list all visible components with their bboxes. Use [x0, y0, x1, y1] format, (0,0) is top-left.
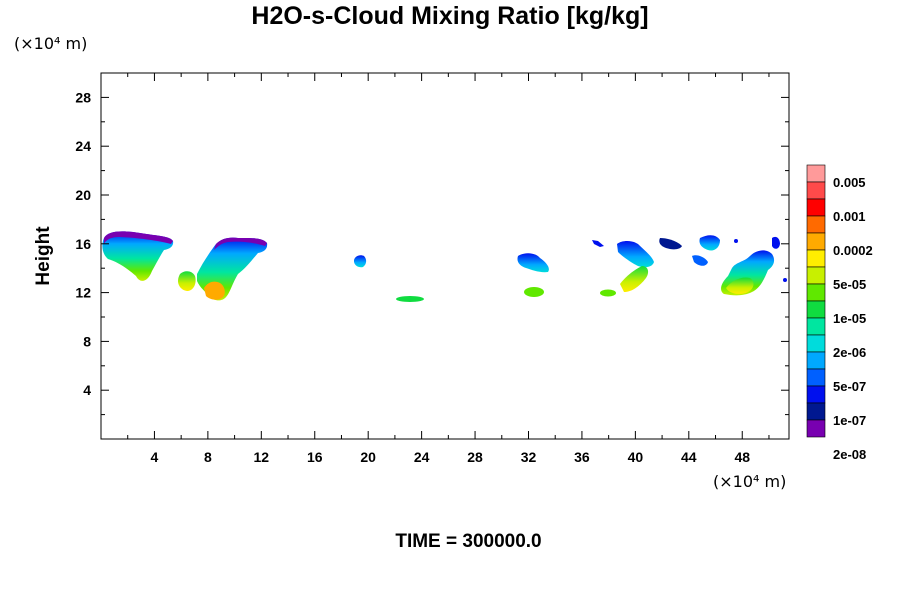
legend-swatch — [806, 249, 826, 268]
legend-label: 2e-08 — [833, 447, 866, 462]
cloud-region-1 — [102, 231, 174, 281]
color-legend: 0.005 0.001 0.0002 5e-05 1e-05 2e-06 5e-07 1e-0… — [806, 164, 873, 462]
legend-swatch — [806, 266, 826, 285]
y-tick-label: 8 — [83, 333, 91, 349]
legend-label: 1e-05 — [833, 311, 866, 326]
legend-label: 2e-06 — [833, 345, 866, 360]
x-tick-label: 40 — [628, 449, 644, 465]
legend-swatch — [806, 334, 826, 353]
legend-swatch — [806, 215, 826, 234]
plot-frame — [100, 72, 790, 440]
x-axis-ticks: 4 8 12 16 20 24 28 32 36 40 44 48 — [127, 73, 770, 465]
cloud-region-17 — [734, 239, 738, 243]
x-tick-label: 8 — [204, 449, 212, 465]
cloud-region-14 — [699, 235, 720, 251]
x-tick-label: 12 — [254, 449, 270, 465]
legend-swatch — [806, 232, 826, 251]
legend-label: 0.005 — [833, 175, 866, 190]
x-tick-label: 20 — [360, 449, 376, 465]
x-tick-label: 32 — [521, 449, 537, 465]
cloud-region-8 — [600, 289, 616, 297]
cloud-region-15-core — [726, 277, 754, 294]
cloud-region-16 — [772, 236, 780, 249]
cloud-region-4 — [354, 255, 367, 268]
cloud-region-1-outline — [104, 231, 173, 244]
x-tick-label: 36 — [574, 449, 590, 465]
x-tick-label: 16 — [307, 449, 323, 465]
y-tick-label: 24 — [75, 138, 91, 154]
cloud-field — [102, 231, 787, 302]
y-axis-ticks: 4 8 12 16 20 24 28 — [75, 89, 789, 416]
x-tick-label: 28 — [467, 449, 483, 465]
y-tick-label: 4 — [83, 382, 91, 398]
legend-swatch — [806, 181, 826, 200]
cloud-region-12 — [659, 238, 682, 250]
legend-label: 5e-07 — [833, 379, 866, 394]
cloud-region-9 — [592, 240, 604, 247]
cloud-region-18 — [783, 278, 787, 282]
legend-swatch — [806, 385, 826, 404]
legend-swatch — [806, 368, 826, 387]
cloud-region-5 — [396, 296, 424, 302]
cloud-region-10 — [617, 241, 654, 268]
cloud-region-6 — [517, 253, 549, 273]
y-axis-label: Height — [33, 226, 54, 286]
y-tick-label: 28 — [75, 89, 91, 105]
cloud-region-3-core — [204, 281, 225, 300]
legend-swatch — [806, 164, 826, 183]
y-axis-unit: (×10⁴ m) — [14, 34, 88, 53]
x-tick-label: 24 — [414, 449, 430, 465]
cloud-region-13 — [692, 255, 708, 266]
legend-label: 1e-07 — [833, 413, 866, 428]
y-tick-label: 12 — [75, 285, 91, 301]
x-tick-label: 44 — [681, 449, 697, 465]
legend-swatch — [806, 300, 826, 319]
cloud-region-11 — [620, 266, 649, 292]
legend-label: 5e-05 — [833, 277, 866, 292]
legend-swatch — [806, 317, 826, 336]
x-tick-label: 4 — [151, 449, 159, 465]
chart-title: H2O-s-Cloud Mixing Ratio [kg/kg] — [251, 2, 649, 30]
legend-label: 0.001 — [833, 209, 866, 224]
cloud-region-2 — [178, 271, 196, 291]
legend-swatch — [806, 402, 826, 421]
cloud-region-3-outline — [214, 237, 267, 250]
legend-swatch — [806, 198, 826, 217]
x-tick-label: 48 — [734, 449, 750, 465]
x-axis-unit: (×10⁴ m) — [713, 472, 787, 491]
legend-swatch — [806, 419, 826, 438]
legend-label: 0.0002 — [833, 243, 873, 258]
time-footer: TIME = 300000.0 — [395, 531, 542, 552]
legend-swatch — [806, 351, 826, 370]
cloud-region-7 — [524, 287, 544, 297]
legend-swatch — [806, 283, 826, 302]
y-tick-label: 16 — [75, 236, 91, 252]
y-tick-label: 20 — [75, 187, 91, 203]
